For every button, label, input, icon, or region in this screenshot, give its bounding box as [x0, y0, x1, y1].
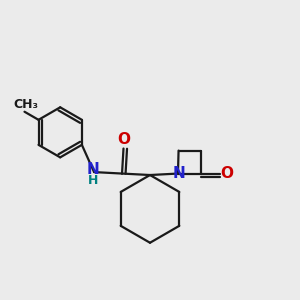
- Text: O: O: [117, 132, 130, 147]
- Text: H: H: [87, 174, 98, 188]
- Text: N: N: [172, 166, 185, 181]
- Text: N: N: [86, 162, 99, 177]
- Text: O: O: [220, 166, 233, 181]
- Text: CH₃: CH₃: [14, 98, 38, 111]
